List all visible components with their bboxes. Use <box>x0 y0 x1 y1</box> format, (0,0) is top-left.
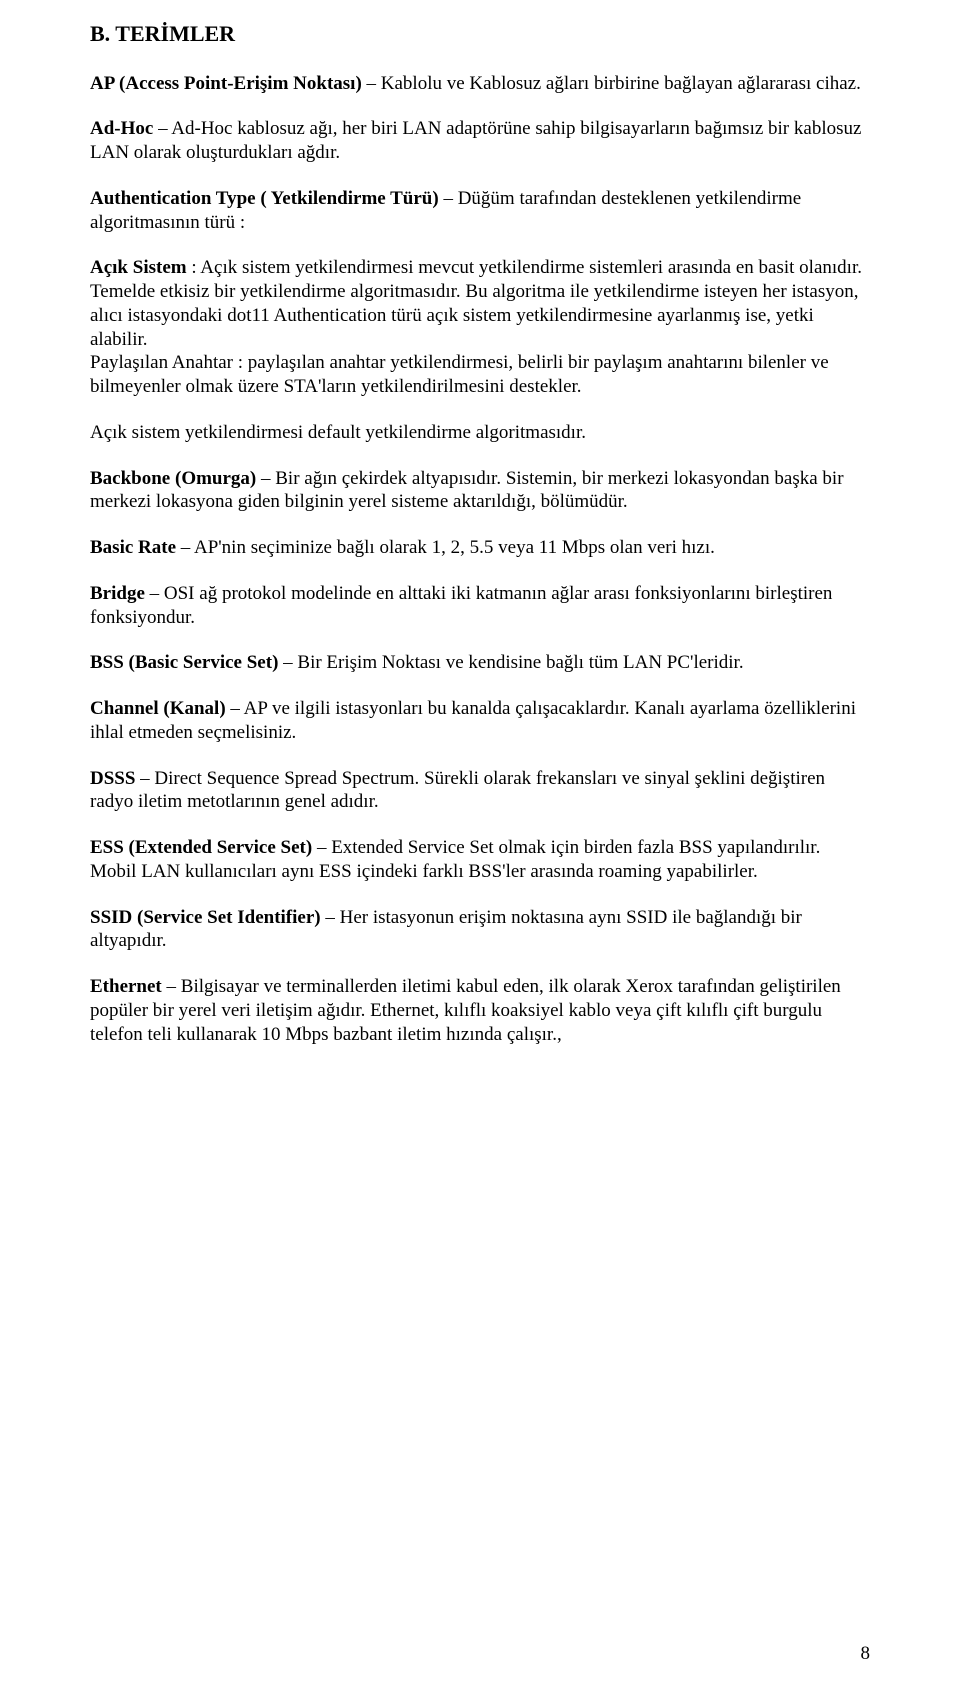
term-sep: – <box>162 976 181 997</box>
term-sep: – <box>362 73 381 94</box>
auth-paragraph-2: Açık sistem yetkilendirmesi default yetk… <box>90 421 870 445</box>
term-name: SSID (Service Set Identifier) <box>90 907 321 928</box>
term-sep: – <box>145 583 164 604</box>
term-entry: Backbone (Omurga) – Bir ağın çekirdek al… <box>90 467 870 515</box>
term-sep: – <box>439 188 458 209</box>
term-sep: – <box>278 652 297 673</box>
auth-lead: Açık Sistem <box>90 257 187 278</box>
term-entry: Ethernet – Bilgisayar ve terminallerden … <box>90 975 870 1046</box>
term-entry: BSS (Basic Service Set) – Bir Erişim Nok… <box>90 651 870 675</box>
term-entry: Basic Rate – AP'nin seçiminize bağlı ola… <box>90 536 870 560</box>
term-name: AP (Access Point-Erişim Noktası) <box>90 73 362 94</box>
term-entry: SSID (Service Set Identifier) – Her ista… <box>90 906 870 954</box>
term-name: Basic Rate <box>90 537 176 558</box>
page-number: 8 <box>861 1642 871 1666</box>
term-entry: Channel (Kanal) – AP ve ilgili istasyonl… <box>90 697 870 745</box>
term-entry: Authentication Type ( Yetkilendirme Türü… <box>90 187 870 235</box>
auth-rest: : Açık sistem yetkilendirmesi mevcut yet… <box>90 257 862 397</box>
term-name: Channel (Kanal) <box>90 698 226 719</box>
term-sep: – <box>226 698 244 719</box>
term-name: Ethernet <box>90 976 162 997</box>
term-def: Bir Erişim Noktası ve kendisine bağlı tü… <box>297 652 743 673</box>
term-name: DSSS <box>90 768 135 789</box>
term-def: OSI ağ protokol modelinde en alttaki iki… <box>90 583 832 628</box>
term-sep: – <box>153 118 171 139</box>
term-name: Bridge <box>90 583 145 604</box>
term-sep: – <box>135 768 154 789</box>
section-heading: B. TERİMLER <box>90 20 870 48</box>
term-name: BSS (Basic Service Set) <box>90 652 278 673</box>
term-entry: Ad-Hoc – Ad-Hoc kablosuz ağı, her biri L… <box>90 117 870 165</box>
term-name: Authentication Type ( Yetkilendirme Türü… <box>90 188 439 209</box>
auth-paragraph-1: Açık Sistem : Açık sistem yetkilendirmes… <box>90 256 870 399</box>
term-sep: – <box>256 468 275 489</box>
term-def: Kablolu ve Kablosuz ağları birbirine bağ… <box>381 73 861 94</box>
term-entry: AP (Access Point-Erişim Noktası) – Kablo… <box>90 72 870 96</box>
term-entry: Bridge – OSI ağ protokol modelinde en al… <box>90 582 870 630</box>
term-name: ESS (Extended Service Set) <box>90 837 312 858</box>
term-sep: – <box>176 537 194 558</box>
term-def: Ad-Hoc kablosuz ağı, her biri LAN adaptö… <box>90 118 861 163</box>
term-sep: – <box>321 907 340 928</box>
term-name: Ad-Hoc <box>90 118 153 139</box>
term-name: Backbone (Omurga) <box>90 468 256 489</box>
term-def: AP'nin seçiminize bağlı olarak 1, 2, 5.5… <box>194 537 715 558</box>
document-page: B. TERİMLER AP (Access Point-Erişim Nokt… <box>0 0 960 1686</box>
term-def: Direct Sequence Spread Spectrum. Sürekli… <box>90 768 825 813</box>
term-sep: – <box>312 837 331 858</box>
term-entry: ESS (Extended Service Set) – Extended Se… <box>90 836 870 884</box>
term-def: Bilgisayar ve terminallerden iletimi kab… <box>90 976 841 1045</box>
term-entry: DSSS – Direct Sequence Spread Spectrum. … <box>90 767 870 815</box>
